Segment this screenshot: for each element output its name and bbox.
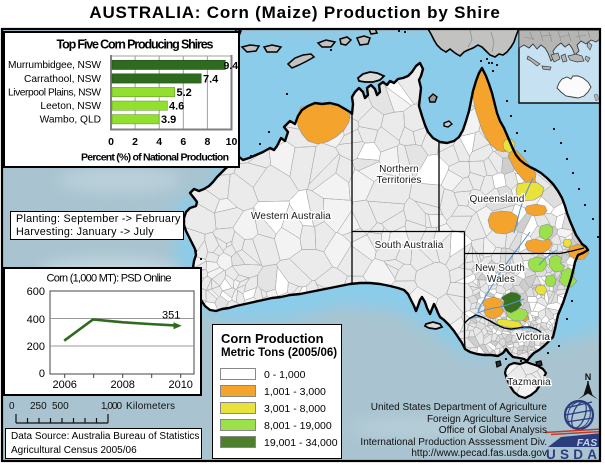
svg-text:New South: New South bbox=[475, 263, 525, 274]
svg-text:4.6: 4.6 bbox=[169, 101, 184, 113]
svg-text:0: 0 bbox=[108, 136, 114, 148]
svg-text:Territories: Territories bbox=[377, 175, 422, 186]
svg-text:400: 400 bbox=[27, 314, 45, 326]
svg-text:Corn (1,000 MT): PSD Online: Corn (1,000 MT): PSD Online bbox=[47, 273, 172, 285]
svg-text:5.2: 5.2 bbox=[177, 87, 192, 99]
svg-text:10: 10 bbox=[226, 136, 238, 148]
svg-text:3.9: 3.9 bbox=[161, 114, 176, 126]
svg-text:250: 250 bbox=[30, 401, 47, 412]
svg-text:9.4: 9.4 bbox=[224, 60, 239, 72]
svg-text:0: 0 bbox=[9, 401, 15, 412]
svg-text:Murrumbidgee, NSW: Murrumbidgee, NSW bbox=[8, 60, 101, 71]
svg-text:Liverpool Plains, NSW: Liverpool Plains, NSW bbox=[8, 87, 101, 98]
svg-text:Percent (%) of National Produc: Percent (%) of National Production bbox=[81, 152, 229, 164]
svg-text:Wales: Wales bbox=[487, 274, 515, 285]
svg-text:N: N bbox=[585, 372, 592, 382]
svg-text:500: 500 bbox=[52, 401, 69, 412]
svg-text:7.4: 7.4 bbox=[203, 73, 219, 85]
svg-text:Northern: Northern bbox=[379, 164, 419, 175]
svg-text:200: 200 bbox=[27, 341, 45, 353]
svg-text:Wambo, QLD: Wambo, QLD bbox=[40, 115, 101, 126]
svg-text:0: 0 bbox=[39, 368, 45, 380]
svg-text:Kilometers: Kilometers bbox=[126, 401, 175, 412]
svg-text:Victoria: Victoria bbox=[516, 332, 550, 343]
svg-text:8: 8 bbox=[204, 136, 210, 148]
svg-text:600: 600 bbox=[27, 286, 45, 298]
svg-text:Top Five Corn Producing Shires: Top Five Corn Producing Shires bbox=[57, 38, 214, 52]
svg-text:FAS: FAS bbox=[577, 437, 597, 449]
svg-text:USDA: USDA bbox=[546, 447, 601, 462]
svg-text:2010: 2010 bbox=[168, 379, 192, 391]
svg-text:Tazmania: Tazmania bbox=[507, 377, 551, 388]
svg-text:6: 6 bbox=[180, 136, 186, 148]
svg-text:Queensland: Queensland bbox=[470, 194, 525, 205]
svg-text:2: 2 bbox=[132, 136, 138, 148]
svg-text:Leeton, NSW: Leeton, NSW bbox=[40, 101, 101, 112]
svg-text:Carrathool, NSW: Carrathool, NSW bbox=[24, 74, 101, 85]
svg-text:1,000: 1,000 bbox=[101, 401, 122, 412]
svg-text:South Australia: South Australia bbox=[375, 240, 444, 251]
svg-text:2008: 2008 bbox=[110, 379, 134, 391]
svg-text:4: 4 bbox=[156, 136, 162, 148]
svg-text:2006: 2006 bbox=[52, 379, 76, 391]
svg-text:Western Australia: Western Australia bbox=[251, 211, 331, 222]
svg-text:351: 351 bbox=[162, 310, 180, 322]
